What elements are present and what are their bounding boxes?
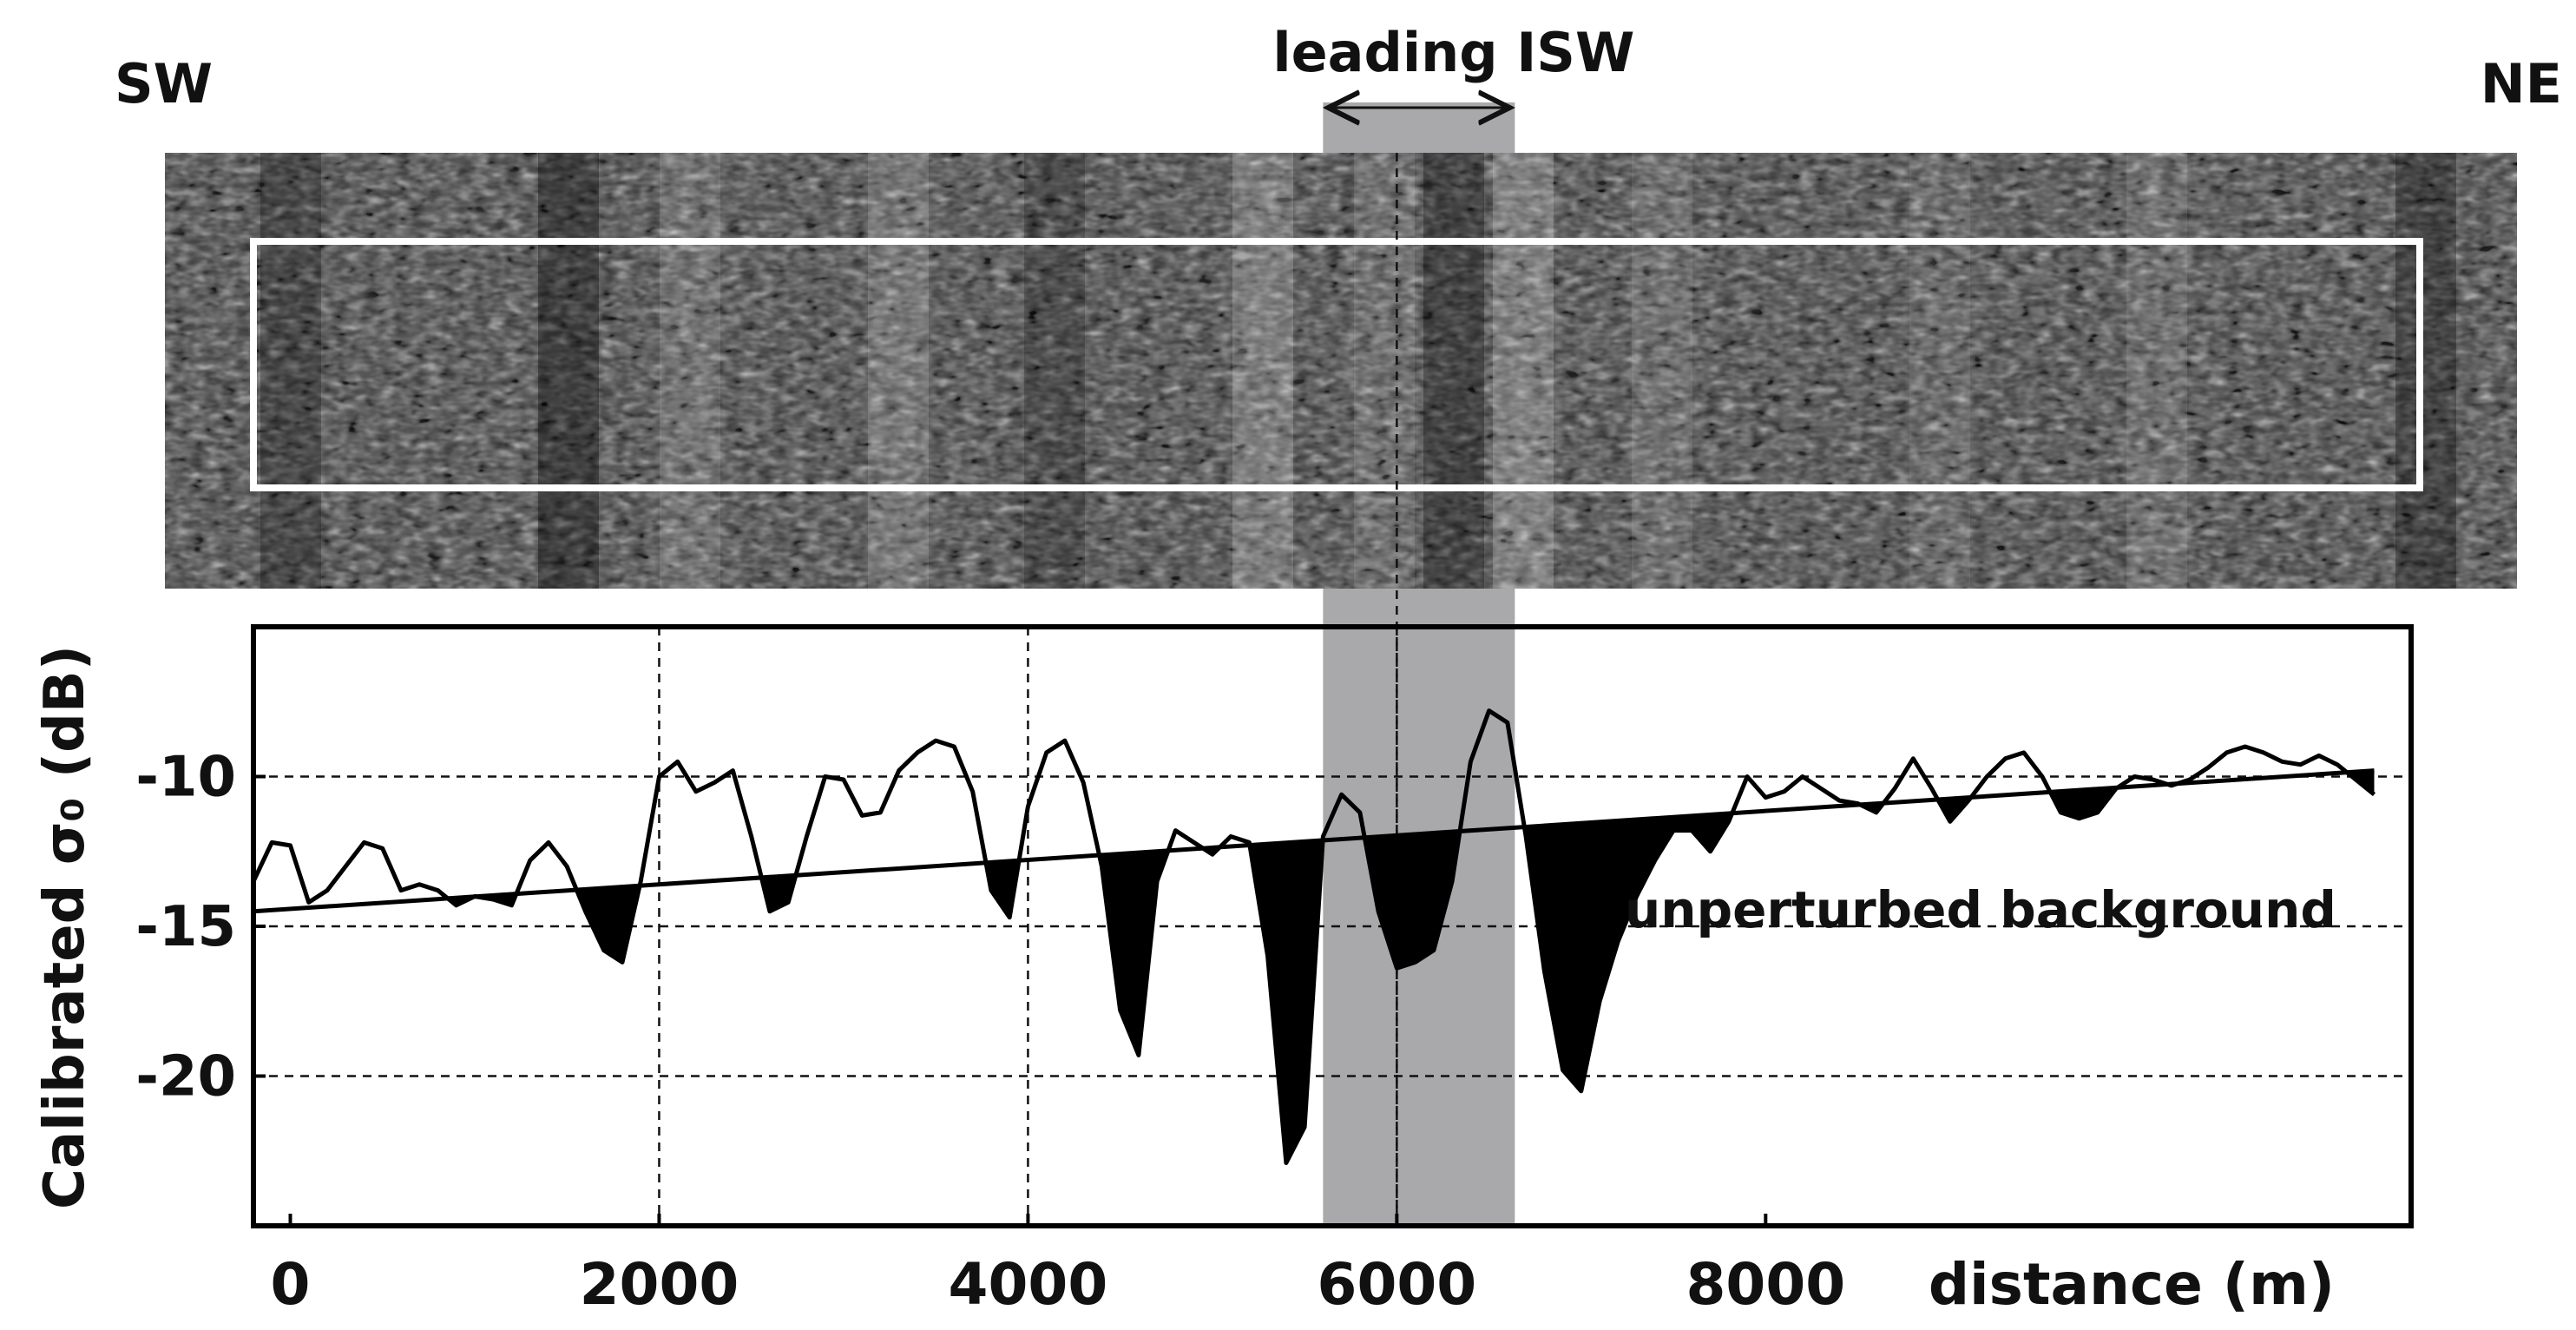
sigma0-series-line xyxy=(253,708,2376,1165)
sar-image-strip xyxy=(165,153,2517,589)
ne-label: NE xyxy=(2481,52,2562,115)
x-tick-label-2000: 2000 xyxy=(580,1251,739,1318)
x-tick-label-4000: 4000 xyxy=(949,1251,1108,1318)
x-tick-label-0: 0 xyxy=(271,1251,311,1318)
y-tick-label--10: -10 xyxy=(135,746,236,810)
x-tick-label-8000: 8000 xyxy=(1686,1251,1845,1318)
x-tick-label-6000: 6000 xyxy=(1318,1251,1477,1318)
background-trend-line xyxy=(253,768,2375,914)
dark-anomaly-fill xyxy=(447,770,2375,1163)
isw-label: leading ISW xyxy=(1272,21,1634,84)
sar-sample-box xyxy=(250,238,2423,491)
y-tick-label--20: -20 xyxy=(135,1045,236,1109)
sw-label: SW xyxy=(115,52,213,115)
y-axis-label: Calibrated σ₀ (dB) xyxy=(33,645,97,1209)
background-label: unperturbed background xyxy=(1625,880,2336,939)
y-tick-label--15: -15 xyxy=(135,895,236,959)
x-axis-label: distance (m) xyxy=(1929,1251,2335,1318)
